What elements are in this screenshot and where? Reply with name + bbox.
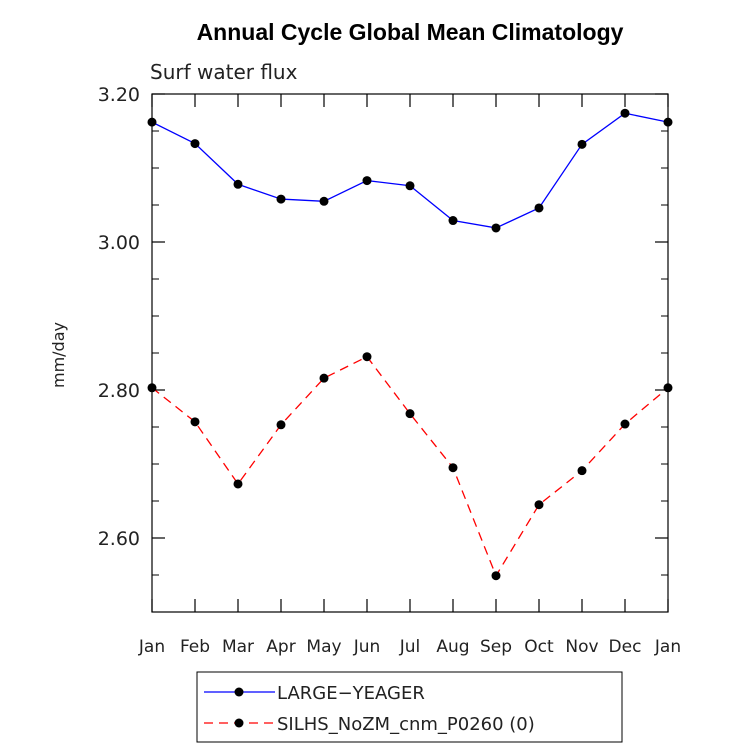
legend-label-0: LARGE−YEAGER: [277, 683, 425, 704]
x-tick-label: Feb: [180, 637, 210, 657]
y-ticks: 2.60 2.80 3.00 3.20: [98, 84, 668, 613]
series-0-point: [577, 139, 587, 149]
series-0-point: [534, 203, 544, 213]
series-layer: [147, 108, 673, 581]
legend-items: LARGE−YEAGER SILHS_NoZM_cnm_P0260 (0): [204, 683, 535, 735]
x-tick-label: Mar: [222, 637, 254, 657]
plot-frame: [151, 93, 669, 613]
x-tick-label: Dec: [609, 637, 642, 657]
series-1-point: [319, 373, 329, 383]
series-line-1: [151, 355, 669, 578]
series-0-point: [448, 216, 458, 226]
series-0-point: [319, 196, 329, 206]
x-tick-label: Oct: [524, 637, 554, 657]
series-1-point: [190, 417, 200, 427]
series-1-point: [405, 409, 415, 419]
series-1-point: [233, 479, 243, 489]
chart-subtitle: Surf water flux: [150, 60, 298, 84]
series-0-point: [276, 194, 286, 204]
x-tick-label: Nov: [565, 637, 598, 657]
y-axis-label: mm/day: [49, 322, 68, 388]
series-line-0: [151, 112, 669, 229]
series-0-point: [233, 179, 243, 189]
series-1-point: [491, 571, 501, 581]
y-tick-label: 2.60: [98, 528, 140, 550]
x-tick-label: Jul: [399, 637, 421, 657]
legend-marker-0: [234, 687, 244, 697]
series-1-point: [620, 419, 630, 429]
legend-box: [196, 671, 623, 743]
x-tick-label: Jan: [138, 637, 165, 657]
y-tick-label: 3.00: [98, 232, 140, 254]
x-ticks: Jan Feb Mar Apr May Jun Jul Aug Sep Oct Nov Dec Jan: [138, 94, 681, 657]
series-0-point: [362, 176, 372, 186]
legend-marker-1: [234, 718, 244, 728]
series-0-point: [620, 108, 630, 118]
x-tick-label: Jun: [353, 637, 381, 657]
series-0-point: [405, 181, 415, 191]
y-tick-label: 3.20: [98, 84, 140, 106]
series-1-point: [276, 420, 286, 430]
series-1-point: [577, 466, 587, 476]
x-tick-label: Sep: [480, 637, 512, 657]
series-1-point: [448, 463, 458, 473]
chart-title: Annual Cycle Global Mean Climatology: [197, 19, 624, 45]
series-1-point: [534, 500, 544, 510]
x-tick-label: May: [306, 637, 341, 657]
series-1-point: [362, 352, 372, 362]
x-tick-label: Aug: [436, 637, 469, 657]
legend-label-1: SILHS_NoZM_cnm_P0260 (0): [277, 714, 535, 735]
y-tick-label: 2.80: [98, 380, 140, 402]
x-tick-label: Apr: [266, 637, 295, 657]
legend: LARGE−YEAGER SILHS_NoZM_cnm_P0260 (0): [196, 671, 623, 743]
x-tick-label: Jan: [654, 637, 681, 657]
series-0-point: [190, 139, 200, 149]
series-0-point: [491, 223, 501, 233]
